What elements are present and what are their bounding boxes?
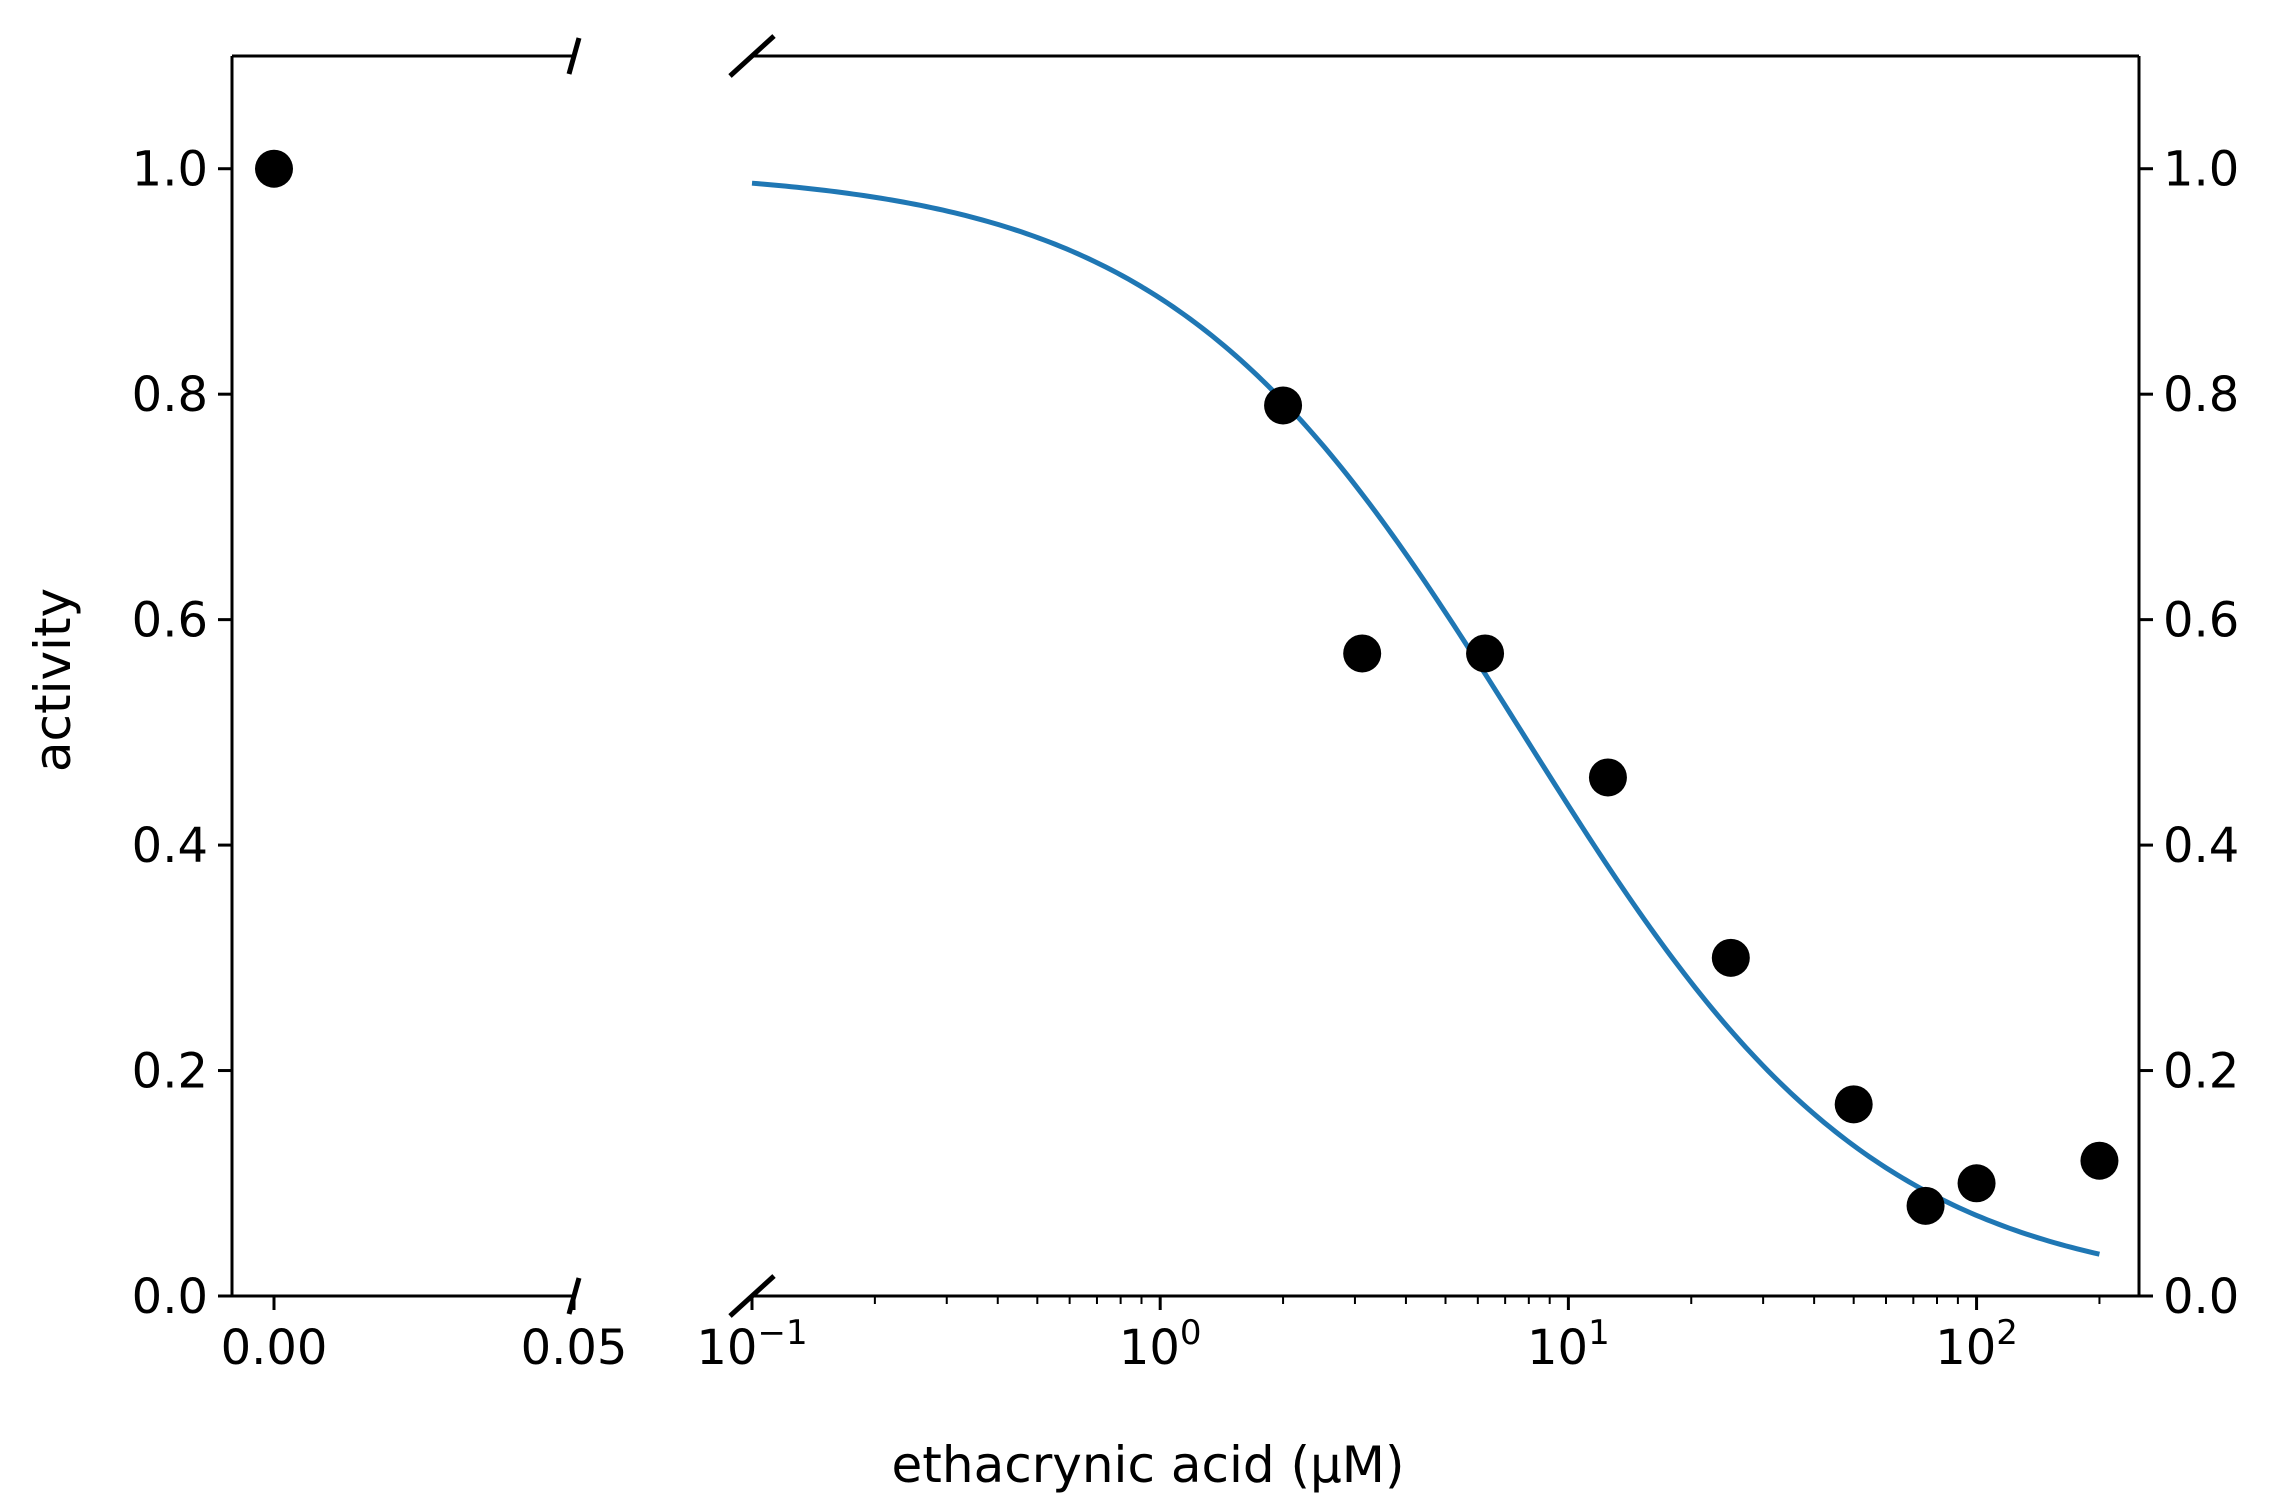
data-point: [2080, 1141, 2119, 1180]
break-mark: [566, 1277, 582, 1315]
right-data-points: [1264, 386, 2119, 1225]
axis-break-marks: [566, 34, 776, 1318]
x-tick-label: 100: [1119, 1313, 1202, 1376]
right-y-ticks: 0.0 0.2 0.4 0.6 0.8 1.0: [2139, 142, 2239, 1325]
y-tick-label: 0.8: [2163, 367, 2239, 423]
break-mark: [728, 34, 776, 78]
data-point: [1711, 938, 1750, 977]
data-point: [1834, 1085, 1873, 1124]
y-tick-label: 0.6: [2163, 593, 2239, 649]
y-tick-label: 0.0: [2163, 1269, 2239, 1325]
right-x-ticks: 10−1 100 101 102: [696, 1296, 2101, 1376]
data-point: [1343, 634, 1382, 673]
x-tick-label: 102: [1935, 1313, 2018, 1376]
data-point: [255, 149, 293, 188]
left-axes-frame: [230, 54, 574, 1298]
y-tick-label: 0.4: [132, 818, 208, 874]
y-axis-label: activity: [24, 588, 82, 772]
y-tick-label: 0.6: [132, 593, 208, 649]
data-point: [1466, 634, 1505, 673]
left-data-points: [255, 149, 293, 188]
x-tick-label: 101: [1527, 1313, 1610, 1376]
break-mark: [566, 37, 582, 75]
y-tick-label: 1.0: [132, 142, 208, 198]
y-tick-label: 1.0: [2163, 142, 2239, 198]
break-mark: [728, 1274, 776, 1318]
data-point: [1906, 1186, 1945, 1225]
x-tick-label: 0.00: [221, 1320, 328, 1376]
fit-curve: [751, 180, 2101, 1257]
data-point: [1957, 1164, 1996, 1203]
left-panel: 0.0 0.2 0.4 0.6 0.8 1.0 0.00 0.05: [132, 54, 628, 1376]
y-tick-label: 0.2: [2163, 1044, 2239, 1100]
y-tick-label: 0.8: [132, 367, 208, 423]
y-tick-label: 0.2: [132, 1044, 208, 1100]
y-tick-label: 0.4: [2163, 818, 2239, 874]
y-tick-label: 0.0: [132, 1269, 208, 1325]
right-panel: 0.0 0.2 0.4 0.6 0.8 1.0 10−1 100 101 102: [696, 54, 2239, 1376]
right-axes-frame: [752, 54, 2141, 1298]
left-y-ticks: 0.0 0.2 0.4 0.6 0.8 1.0: [132, 142, 232, 1325]
x-axis-label: ethacrynic acid (µM): [892, 1436, 1405, 1494]
x-tick-label: 0.05: [521, 1320, 628, 1376]
data-point: [1264, 386, 1303, 425]
fit-curve-group: [751, 180, 2101, 1257]
left-x-ticks: 0.00 0.05: [221, 1296, 628, 1376]
data-point: [1588, 758, 1627, 797]
x-tick-label: 10−1: [696, 1313, 807, 1376]
